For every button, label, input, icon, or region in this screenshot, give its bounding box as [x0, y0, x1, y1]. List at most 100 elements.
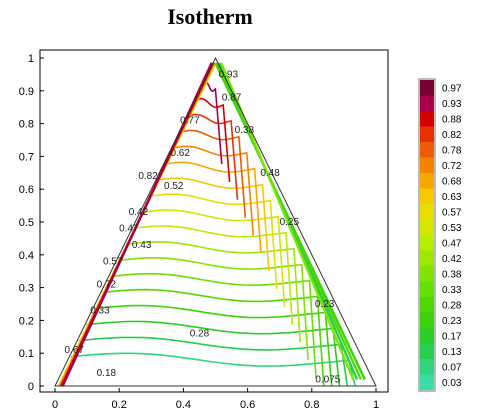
colorbar-label: 0.07 [442, 362, 462, 373]
colorbar-swatch [420, 328, 434, 344]
contour-line [117, 257, 309, 361]
contour-label: 0.25 [280, 217, 300, 228]
colorbar-label: 0.93 [442, 99, 462, 110]
contour-line [165, 161, 262, 254]
chart-title: Isotherm [167, 4, 253, 29]
colorbar-swatch [420, 188, 434, 204]
colorbar-swatch [420, 235, 434, 251]
y-tick-label: 0 [28, 381, 34, 393]
contour-label: 0.67 [65, 345, 85, 356]
colorbar-label: 0.78 [442, 145, 462, 156]
x-tick-label: 1 [373, 399, 379, 411]
contour-label: 0.93 [219, 69, 239, 80]
contour-label: 0.43 [132, 240, 152, 251]
y-tick-label: 0.7 [19, 151, 34, 163]
colorbar-swatch [420, 126, 434, 142]
colorbar-frame [418, 78, 436, 392]
contour-label: 0.075 [315, 374, 340, 385]
colorbar: 0.97 0.93 0.88 0.82 0.78 0.72 0.68 0.63 0.57 0.53… [418, 78, 462, 392]
y-tick-labels: 0 0.1 0.2 0.3 0.4 0.5 0.6 0.7 0.8 0.9 1 [19, 53, 44, 393]
colorbar-swatch [420, 204, 434, 220]
plot-frame [39, 49, 389, 393]
contour-line [180, 129, 247, 218]
y-tick-label: 0.2 [19, 315, 34, 327]
colorbar-swatch [420, 250, 434, 266]
contour-label: 0.28 [190, 329, 210, 340]
plot-axes [39, 49, 389, 393]
colorbar-label: 0.28 [442, 300, 462, 311]
colorbar-label: 0.82 [442, 130, 462, 141]
x-tick-label: 0 [52, 399, 58, 411]
contour-line [133, 225, 294, 325]
contour-line [86, 320, 341, 387]
contour-label: 0.52 [164, 181, 184, 192]
colorbar-swatch [420, 219, 434, 235]
colorbar-swatch [420, 95, 434, 111]
colorbar-swatch [420, 281, 434, 297]
colorbar-swatch [420, 157, 434, 173]
contour-label: 0.87 [222, 92, 242, 103]
y-tick-label: 0.9 [19, 86, 34, 98]
contour-line [94, 304, 333, 387]
contour-label: 0.47 [119, 224, 139, 235]
contour-label: 0.48 [260, 168, 280, 179]
colorbar-label: 0.33 [442, 285, 462, 296]
contour-label: 0.18 [97, 368, 117, 379]
contour-label: 0.57 [103, 256, 123, 267]
x-tick-label: 0.6 [240, 399, 255, 411]
colorbar-swatch [420, 266, 434, 282]
y-tick-label: 0.8 [19, 119, 34, 131]
colorbar-label: 0.53 [442, 223, 462, 234]
y-tick-label: 0.3 [19, 283, 34, 295]
contour-line [196, 97, 231, 182]
contour-label: 0.82 [138, 171, 158, 182]
colorbar-swatch [420, 343, 434, 359]
y-tick-label: 0.4 [19, 250, 34, 262]
y-tick-label: 1 [28, 53, 34, 65]
colorbar-label: 0.13 [442, 347, 462, 358]
contour-line [188, 113, 239, 200]
colorbar-label: 0.72 [442, 161, 462, 172]
colorbar-swatch [420, 111, 434, 127]
contour-labels: 0.93 0.87 0.77 0.38 0.62 0.48 0.52 0.82 0.42 0.47… [65, 69, 341, 385]
x-tick-label: 0.8 [304, 399, 319, 411]
colorbar-swatch [420, 359, 434, 375]
domain-triangle [54, 56, 377, 387]
colorbar-swatch [420, 173, 434, 189]
contour-line [141, 209, 286, 307]
colorbar-swatch [420, 142, 434, 158]
x-tick-labels: 0 0.2 0.4 0.6 0.8 1 [52, 388, 379, 411]
colorbar-swatch [420, 297, 434, 313]
contour-line [78, 336, 349, 387]
colorbar-label: 0.47 [442, 238, 462, 249]
colorbar-label: 0.68 [442, 176, 462, 187]
colorbar-swatch [420, 312, 434, 328]
contour-line [157, 177, 270, 272]
contour-label: 0.42 [129, 207, 149, 218]
colorbar-label: 0.38 [442, 269, 462, 280]
contour-line [70, 352, 356, 387]
y-tick-label: 0.5 [19, 217, 34, 229]
contour-label: 0.77 [180, 115, 200, 126]
colorbar-swatch [420, 374, 434, 390]
contour-line [102, 288, 325, 387]
contour-label: 0.62 [170, 148, 190, 159]
contour-label: 0.38 [235, 125, 255, 136]
contour-lines [54, 56, 377, 387]
colorbar-label: 0.97 [442, 83, 462, 94]
colorbar-label: 0.23 [442, 316, 462, 327]
y-tick-label: 0.1 [19, 348, 34, 360]
colorbar-label: 0.63 [442, 192, 462, 203]
contour-label: 0.23 [315, 299, 335, 310]
contour-label: 0.72 [97, 279, 117, 290]
contour-line [149, 193, 278, 289]
x-tick-label: 0.2 [112, 399, 127, 411]
colorbar-label: 0.88 [442, 114, 462, 125]
colorbar-label: 0.03 [442, 378, 462, 389]
contour-line [125, 241, 302, 343]
colorbar-label: 0.17 [442, 331, 462, 342]
contour-line [172, 145, 254, 236]
contour-label: 0.33 [90, 306, 110, 317]
y-tick-label: 0.6 [19, 184, 34, 196]
